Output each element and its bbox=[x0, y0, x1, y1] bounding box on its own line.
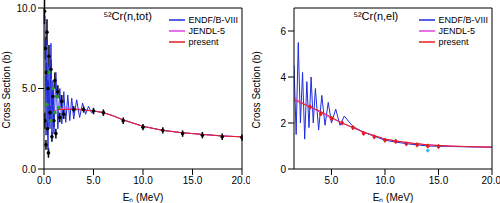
html-text:present: present bbox=[438, 36, 469, 47]
html-text:⁵²Cr(n,el): ⁵²Cr(n,el) bbox=[353, 10, 399, 22]
html-text:ENDF/B-VIII: ENDF/B-VIII bbox=[188, 14, 238, 25]
svg-text:2: 2 bbox=[280, 118, 286, 129]
svg-text:Cross Section (b): Cross Section (b) bbox=[251, 51, 262, 128]
svg-text:Cross Section (b): Cross Section (b) bbox=[8, 51, 12, 128]
html-text:JENDL-5: JENDL-5 bbox=[188, 25, 225, 36]
html-text:⁵²Cr(n,tot): ⁵²Cr(n,tot) bbox=[103, 10, 152, 22]
svg-text:0.0: 0.0 bbox=[37, 175, 51, 186]
html-text:ENDF/B-VIII: ENDF/B-VIII bbox=[438, 14, 488, 25]
svg-text:20.0: 20.0 bbox=[482, 175, 492, 186]
svg-text:4: 4 bbox=[280, 72, 286, 83]
svg-text:10.0: 10.0 bbox=[375, 175, 395, 186]
svg-text:6: 6 bbox=[280, 26, 286, 37]
svg-text:5.0: 5.0 bbox=[87, 175, 101, 186]
svg-text:Eₙ (MeV): Eₙ (MeV) bbox=[123, 192, 164, 203]
html-text:JENDL-5: JENDL-5 bbox=[438, 25, 475, 36]
svg-text:20.0: 20.0 bbox=[232, 175, 250, 186]
html-text:present: present bbox=[188, 36, 219, 47]
svg-text:0: 0 bbox=[280, 164, 286, 175]
svg-text:0.0: 0.0 bbox=[22, 164, 36, 175]
svg-text:15.0: 15.0 bbox=[429, 175, 449, 186]
svg-text:15.0: 15.0 bbox=[183, 175, 203, 186]
svg-text:10.0: 10.0 bbox=[133, 175, 153, 186]
svg-text:10.0: 10.0 bbox=[17, 3, 37, 14]
svg-text:5.0: 5.0 bbox=[22, 83, 36, 94]
svg-text:5.0: 5.0 bbox=[325, 175, 339, 186]
svg-text:Eₙ (MeV): Eₙ (MeV) bbox=[373, 192, 414, 203]
